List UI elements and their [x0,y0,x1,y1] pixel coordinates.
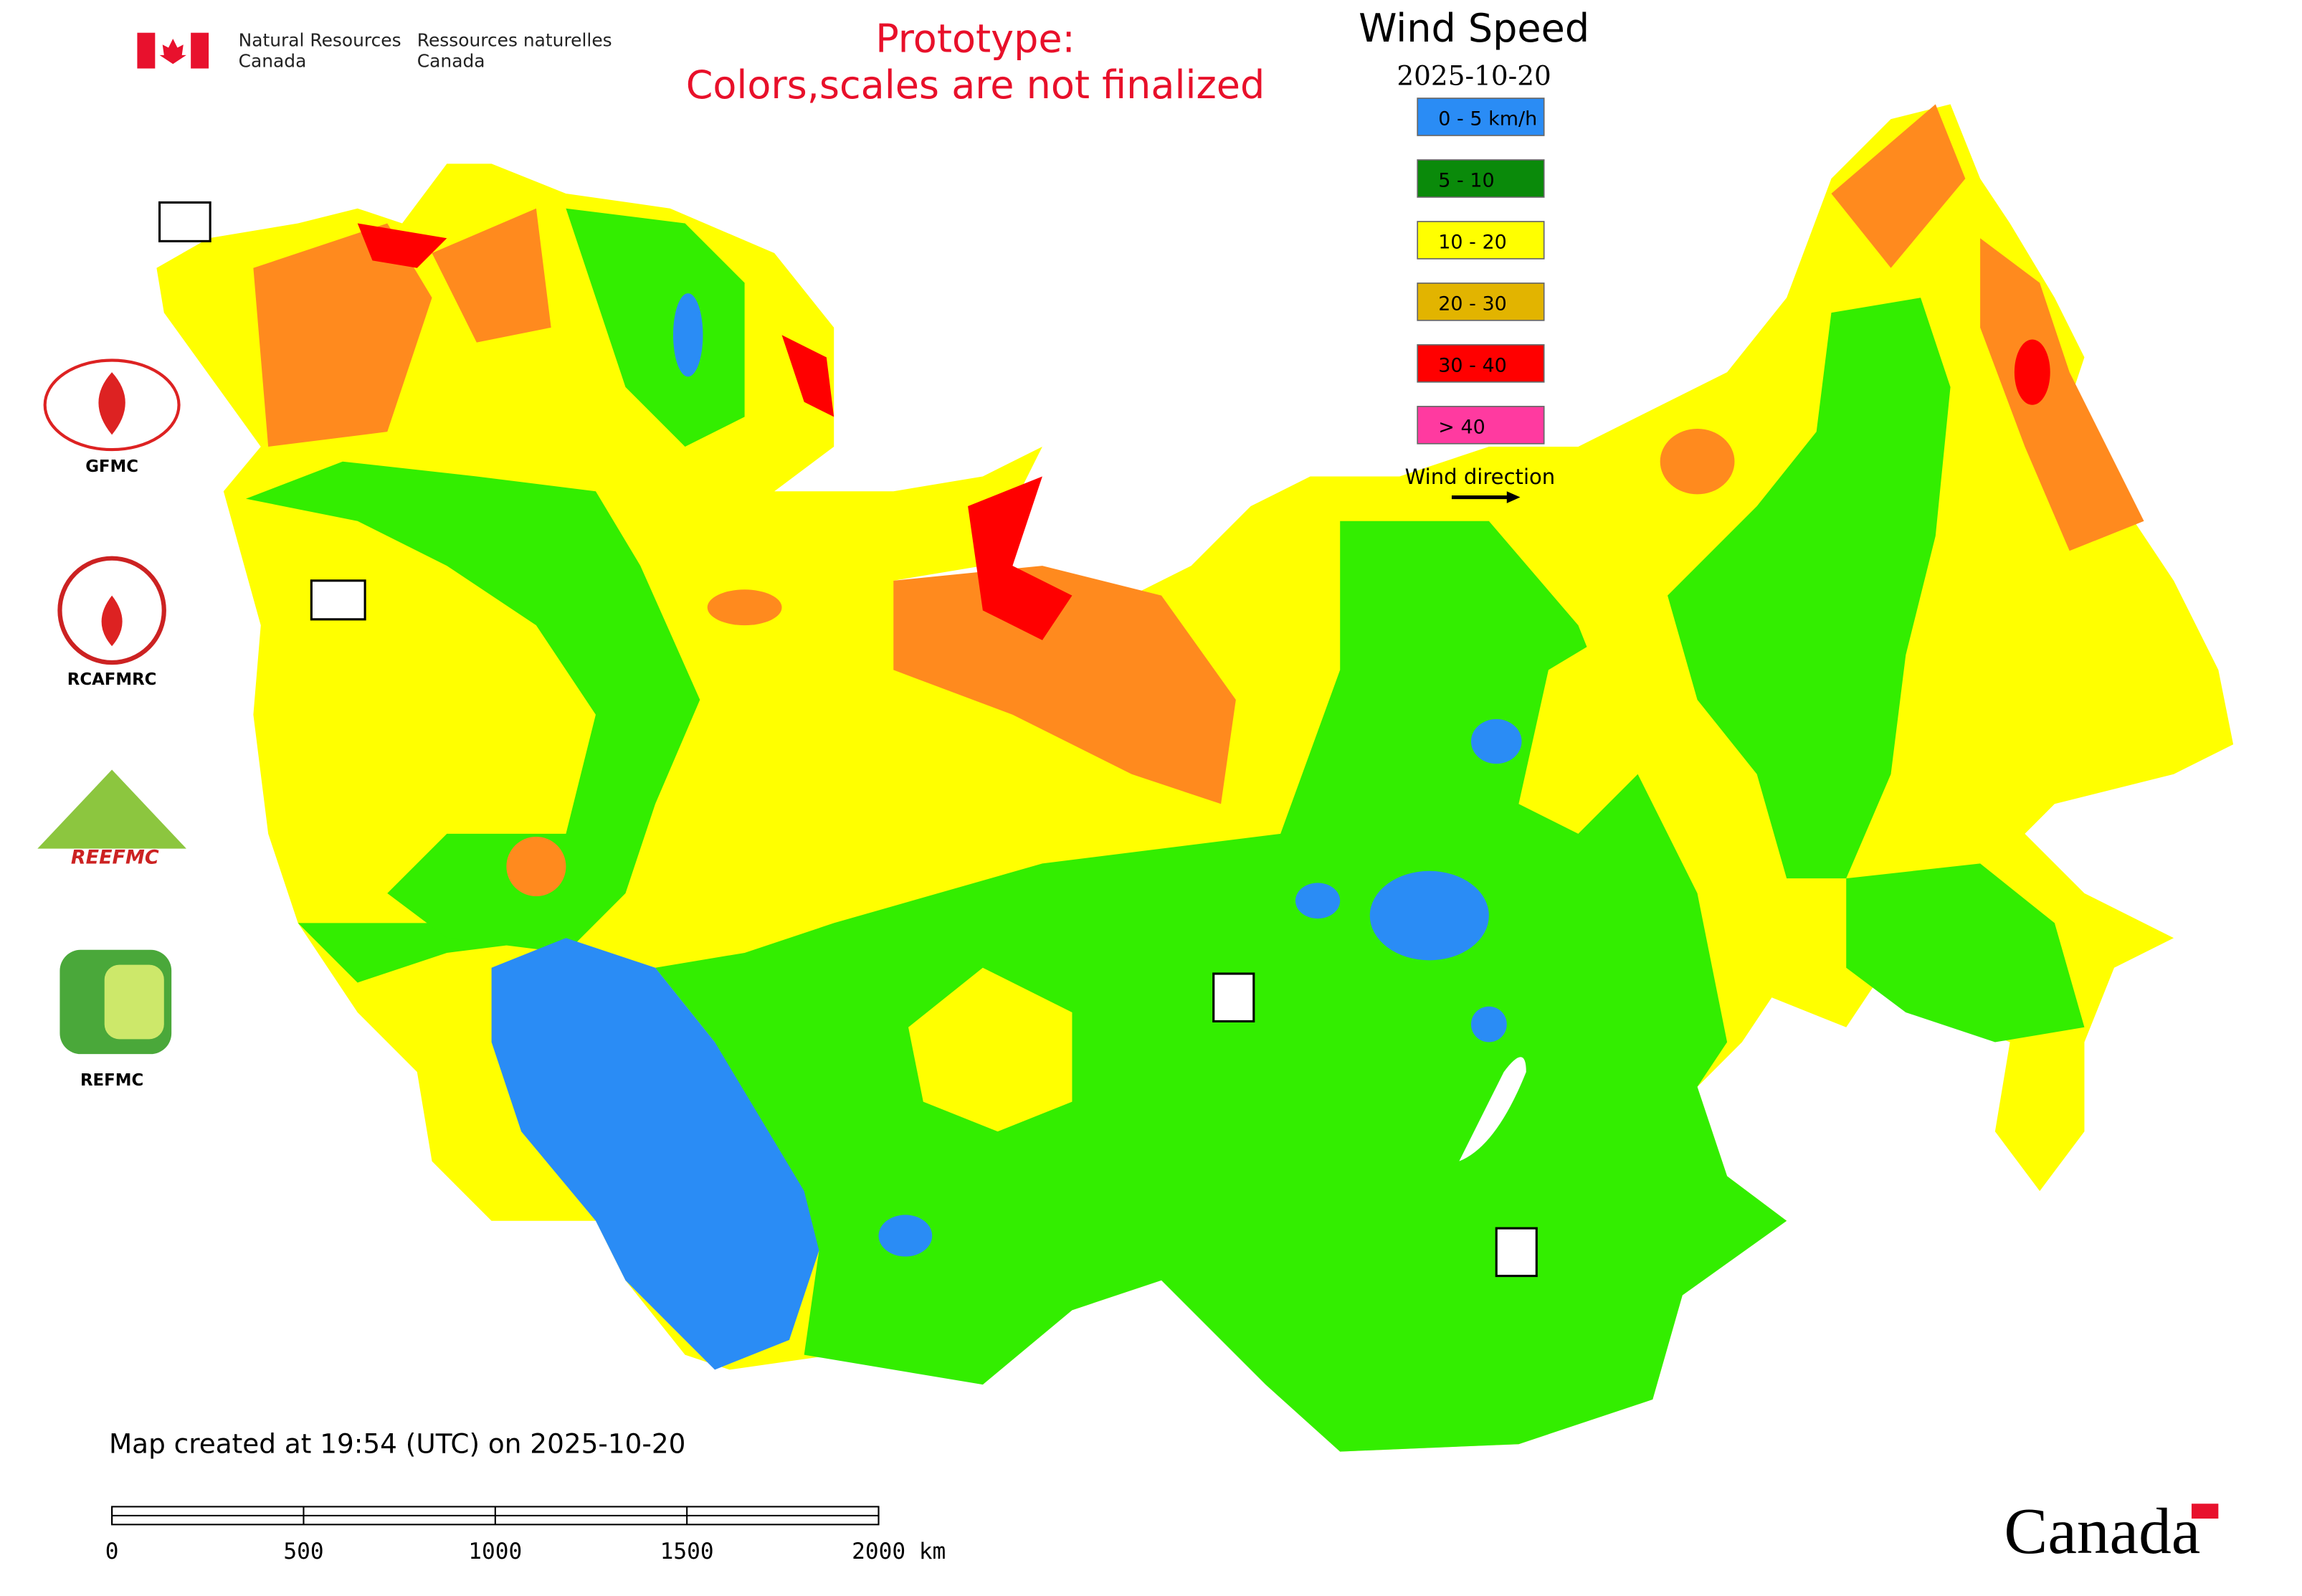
logo-label: REFMC [80,1071,143,1090]
marker [310,579,366,621]
marker [158,201,211,242]
legend-swatch [1417,159,1545,198]
zone [298,521,1787,1452]
legend-label: 30 - 40 [1438,354,1507,376]
legend-swatch [1417,221,1545,260]
zone [566,208,745,447]
zone [357,223,447,268]
legend-label: > 40 [1438,416,1485,438]
zone [707,589,782,626]
legend: Wind Speed 2025-10-20 Wind direction 0 -… [1359,6,1589,503]
notice: Prototype: [875,16,1075,62]
marker [1495,1227,1538,1278]
agency-en: Canada [239,50,307,71]
creation-note: Map created at 19:54 (UTC) on 2025-10-20 [109,1428,685,1460]
notice: Colors,scales are not finalized [686,62,1265,108]
zone [506,836,566,897]
flame [98,372,125,435]
wind-direction-label: Wind direction [1405,465,1556,489]
zone [1295,883,1341,919]
zone [672,293,703,377]
legend-date: 2025-10-20 [1397,60,1551,91]
legend-swatch [1417,282,1545,321]
zone [1846,863,2085,1042]
legend-label: 0 - 5 km/h [1438,108,1537,130]
logo-label: RCAFMRC [67,670,157,689]
logos: GFMC RCAFMRC REEFMC REFMC [37,358,186,1090]
flag-bar [191,32,209,69]
reefmc-logo [37,769,186,849]
agency-en: Natural Resources [239,29,401,50]
zone [781,335,834,417]
legend-swatch [1417,406,1545,445]
zone [491,938,819,1370]
agency-fr: Canada [417,50,485,71]
wind-arrow-head [1506,491,1521,503]
scale-label: 500 [283,1539,323,1564]
zone [1518,625,1683,834]
maple-leaf [159,38,186,65]
legend-swatch [1417,98,1545,136]
zone [1470,1006,1507,1042]
legend-title: Wind Speed [1359,6,1589,51]
zone [1668,298,1951,879]
zone [1369,870,1489,961]
legend-swatch [1417,344,1545,383]
wordmark-flag [2191,1504,2219,1519]
zone [893,566,1236,804]
legend-label: 20 - 30 [1438,293,1507,315]
marker [1212,972,1255,1023]
zone [908,967,1072,1132]
zone [432,208,551,343]
zone [1980,238,2144,551]
logo-markers [158,201,1538,1278]
flame [101,595,123,647]
logo-label: GFMC [85,457,138,476]
zone [1470,718,1522,764]
zone [2014,339,2050,405]
scale-label: 2000 km [852,1539,946,1564]
zone [1660,429,1735,495]
canada-flag [137,32,209,69]
legend-label: 5 - 10 [1438,169,1494,191]
lake [1459,1057,1526,1162]
zone [253,223,432,447]
map [156,104,2234,1452]
scale-label: 0 [105,1539,119,1564]
zone [245,461,700,953]
flag-bar [137,32,156,69]
agency-fr: Ressources naturelles [417,29,612,50]
canada-wordmark: Canada [2004,1495,2200,1567]
zone [968,476,1072,640]
scale-label: 1500 [660,1539,714,1564]
zone [1831,104,1966,268]
refmc-logo-inner [104,964,164,1040]
scale-label: 1000 [468,1539,522,1564]
legend-label: 10 - 20 [1438,231,1507,253]
scale-bar: 0 500 1000 1500 2000 km [105,1506,946,1564]
zone [878,1215,933,1257]
logo-text: REEFMC [71,846,159,868]
